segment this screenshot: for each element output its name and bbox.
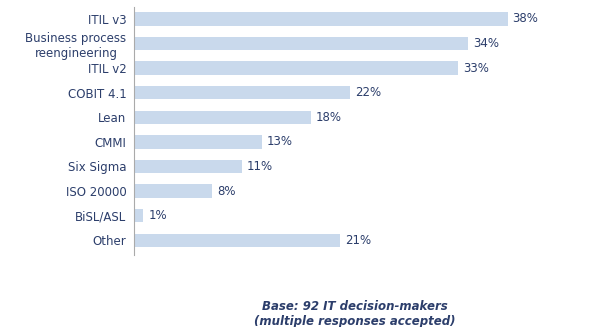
Text: 38%: 38% xyxy=(513,12,538,26)
Text: 22%: 22% xyxy=(355,86,381,99)
Bar xyxy=(134,160,242,173)
Text: 33%: 33% xyxy=(463,61,489,75)
Bar xyxy=(134,37,469,50)
Text: 1%: 1% xyxy=(148,209,167,222)
Text: 21%: 21% xyxy=(345,234,371,247)
Text: 11%: 11% xyxy=(247,160,273,173)
Bar xyxy=(134,184,212,198)
Text: 34%: 34% xyxy=(473,37,500,50)
Bar xyxy=(134,12,507,26)
Text: 8%: 8% xyxy=(217,184,236,198)
Bar xyxy=(134,61,458,75)
Text: 13%: 13% xyxy=(266,135,293,148)
Bar xyxy=(134,233,341,247)
Bar xyxy=(134,209,143,222)
Text: 18%: 18% xyxy=(316,111,342,124)
Bar xyxy=(134,111,311,124)
Bar xyxy=(134,135,262,149)
Text: Base: 92 IT decision-makers
(multiple responses accepted): Base: 92 IT decision-makers (multiple re… xyxy=(254,300,456,327)
Bar xyxy=(134,86,350,99)
